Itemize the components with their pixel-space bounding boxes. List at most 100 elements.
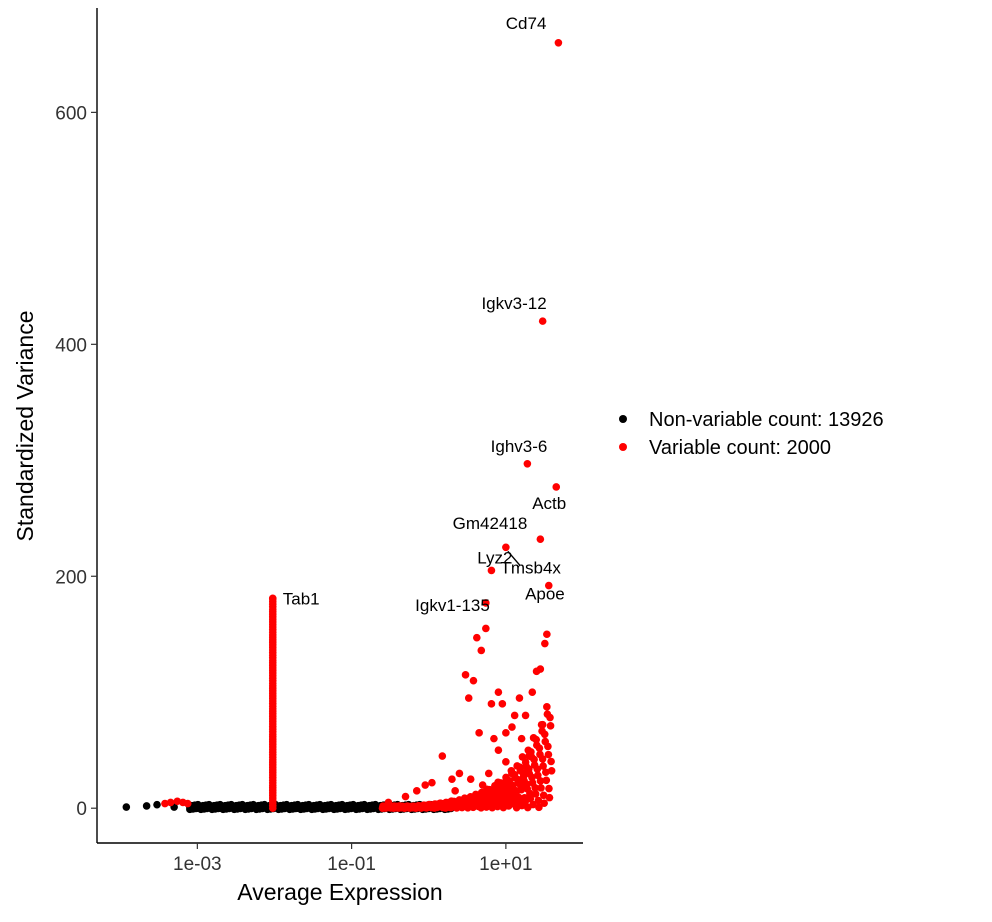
point-variable [384, 798, 393, 807]
point-non-variable [293, 804, 302, 813]
point-variable [538, 727, 546, 735]
point-variable [465, 797, 473, 805]
point-variable [407, 803, 416, 811]
point-variable-labeled [536, 535, 545, 543]
point-variable [540, 799, 548, 807]
point-variable [517, 785, 526, 794]
point-non-variable [142, 802, 151, 810]
point-variable [498, 700, 507, 708]
point-variable-labeled [482, 599, 490, 607]
point-variable [517, 734, 526, 743]
x-axis-ticks: 1e-03 1e-01 1e+01 [173, 843, 533, 875]
x-axis-title: Average Expression [237, 879, 442, 905]
point-variable-labeled [538, 317, 547, 325]
point-variable [477, 646, 486, 655]
point-variable [521, 798, 529, 807]
point-variable [518, 753, 527, 761]
point-variable-labeled [544, 581, 553, 590]
point-variable [523, 785, 532, 793]
gene-label: Gm42418 [453, 514, 528, 533]
point-variable [545, 793, 554, 802]
gene-label: Igkv3-12 [481, 294, 546, 313]
point-non-variable [216, 804, 225, 813]
point-variable [464, 804, 472, 812]
point-variable [502, 758, 510, 766]
gene-label: Ighv3-6 [491, 437, 548, 456]
x-tick-label: 1e-03 [173, 854, 222, 875]
point-variable [535, 803, 543, 812]
point-variable [524, 746, 533, 755]
point-variable [536, 665, 545, 673]
point-variable-labeled [552, 483, 561, 491]
gene-label-leader [507, 550, 521, 566]
point-variable [526, 794, 535, 803]
legend-label-non-variable: Non-variable count: 13926 [649, 409, 884, 431]
point-variable [547, 766, 556, 775]
points-layer [122, 38, 563, 814]
point-non-variable [193, 804, 202, 813]
y-axis-title: Standardized Variance [12, 311, 38, 542]
point-non-variable [317, 803, 325, 811]
point-variable-labeled [502, 543, 510, 552]
point-variable [401, 792, 410, 801]
legend-label-variable: Variable count: 2000 [649, 437, 831, 459]
point-variable [539, 791, 548, 800]
point-variable [464, 694, 473, 702]
point-variable [543, 710, 552, 718]
point-variable [521, 711, 530, 720]
point-variable [492, 785, 500, 793]
point-variable [502, 775, 511, 784]
point-variable [525, 769, 534, 778]
point-variable [534, 796, 543, 805]
point-variable [546, 722, 555, 730]
point-variable [510, 711, 519, 720]
point-variable [494, 778, 502, 787]
point-variable [515, 694, 524, 702]
point-variable [466, 775, 475, 784]
point-variable [166, 798, 175, 807]
point-variable [473, 633, 481, 642]
point-variable [478, 781, 487, 789]
point-variable [451, 787, 459, 795]
point-variable [541, 737, 550, 746]
x-tick-label: 1e-01 [327, 854, 376, 875]
point-non-variable [122, 803, 131, 811]
point-non-variable [263, 804, 271, 813]
point-non-variable [153, 800, 161, 809]
point-non-variable [276, 803, 285, 811]
point-variable [161, 799, 169, 808]
point-variable [528, 688, 537, 697]
point-variable-labeled [554, 38, 563, 47]
legend: Non-variable count: 13926 Variable count… [619, 409, 884, 459]
legend-swatch-non-variable [619, 415, 627, 423]
point-variable [528, 778, 537, 787]
y-axis-ticks: 0 200 400 600 [55, 103, 97, 820]
y-tick-label: 200 [55, 567, 87, 588]
point-variable [532, 741, 541, 749]
point-variable [537, 784, 545, 792]
gene-label: Tab1 [283, 589, 320, 608]
point-non-variable [347, 803, 356, 811]
point-variable [502, 729, 510, 737]
point-variable [475, 729, 483, 737]
point-variable [522, 762, 530, 771]
point-variable [494, 688, 503, 697]
point-variable [428, 778, 436, 787]
point-variable [490, 734, 498, 743]
y-tick-label: 600 [55, 103, 87, 124]
point-variable [494, 746, 503, 755]
point-variable [541, 639, 549, 648]
point-variable [421, 781, 430, 789]
point-variable [538, 720, 547, 729]
point-variable [508, 723, 516, 731]
gene-label: Cd74 [506, 14, 547, 33]
point-non-variable [361, 802, 369, 810]
gene-label: Apoe [525, 585, 565, 604]
gene-label: Lyz2 [477, 548, 512, 567]
y-tick-label: 0 [76, 799, 87, 820]
point-variable [461, 671, 470, 679]
point-variable [542, 776, 551, 785]
point-variable [541, 768, 550, 777]
point-variable [513, 762, 521, 770]
